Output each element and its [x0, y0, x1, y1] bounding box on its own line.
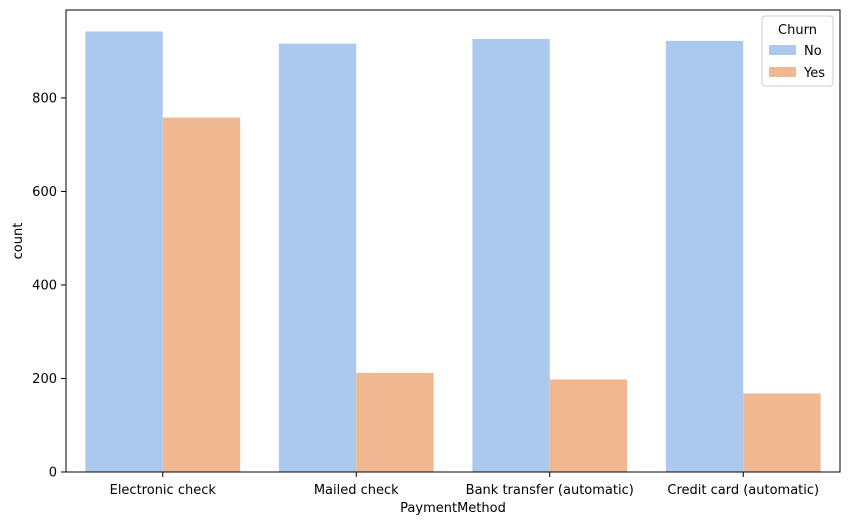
x-tick-label: Electronic check [110, 483, 217, 498]
legend-label-yes: Yes [803, 66, 825, 81]
y-tick-label: 400 [32, 278, 57, 293]
x-tick-label: Credit card (automatic) [667, 483, 819, 498]
bar-yes-1 [162, 117, 241, 473]
x-tick-label: Bank transfer (automatic) [466, 483, 634, 498]
legend-swatch-no [769, 45, 796, 55]
y-tick-label: 800 [32, 91, 57, 106]
legend-label-no: No [804, 44, 822, 59]
y-axis-label: count [11, 223, 26, 260]
bar-yes-2 [356, 372, 434, 472]
x-tick-label: Mailed check [314, 483, 399, 498]
bar-no-4 [665, 40, 744, 473]
y-tick-label: 200 [32, 372, 57, 387]
bar-no-1 [85, 31, 163, 472]
bar-no-3 [472, 38, 550, 472]
legend-swatch-yes [769, 67, 796, 77]
legend: Churn No Yes [761, 15, 834, 87]
bar-yes-3 [549, 379, 628, 472]
x-axis-label: PaymentMethod [400, 501, 506, 516]
y-tick-label: 0 [49, 466, 57, 481]
plot-frame [65, 9, 841, 473]
bar-no-2 [278, 43, 357, 472]
bar-yes-4 [743, 393, 821, 472]
y-tick-label: 600 [32, 185, 57, 200]
legend-title: Churn [778, 23, 817, 38]
